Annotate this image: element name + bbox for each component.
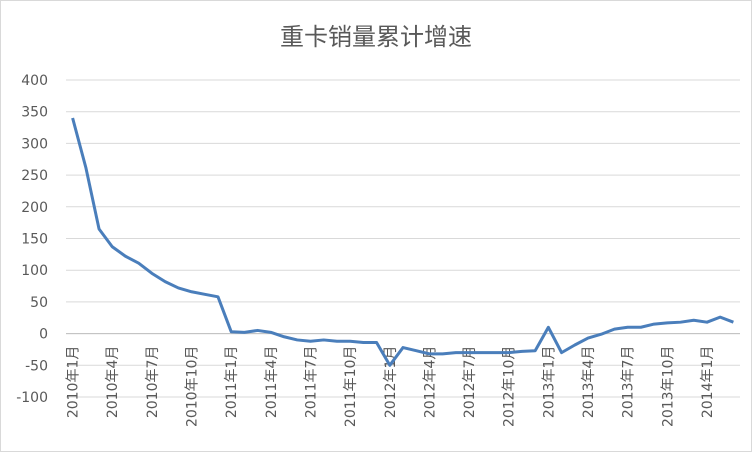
chart-title: 重卡销量累计增速 (280, 23, 472, 51)
x-tick-label: 2012年7月 (462, 346, 478, 419)
y-tick-label: 300 (21, 136, 48, 152)
y-tick-label: 150 (21, 232, 48, 248)
y-tick-label: 400 (21, 73, 48, 89)
y-tick-label: 200 (21, 200, 48, 216)
line-series (71, 117, 734, 367)
x-tick-label: 2013年4月 (581, 346, 597, 419)
x-tick-label: 2011年1月 (224, 346, 240, 419)
x-tick-label: 2013年10月 (660, 346, 676, 427)
x-tick-label: 2010年7月 (145, 346, 161, 419)
y-tick-label: 250 (21, 168, 48, 184)
x-tick-label: 2010年4月 (105, 346, 121, 419)
x-tick-label: 2010年10月 (185, 346, 201, 427)
y-tick-label: -50 (25, 358, 48, 374)
x-tick-label: 2013年1月 (541, 346, 557, 419)
x-tick-label: 2012年4月 (422, 346, 438, 419)
y-tick-label: 100 (21, 263, 48, 279)
y-tick-label: 350 (21, 105, 48, 121)
y-tick-label: 0 (39, 327, 48, 343)
x-tick-label: 2011年7月 (303, 346, 319, 419)
x-tick-label: 2010年1月 (66, 346, 82, 419)
x-tick-label: 2012年1月 (383, 346, 399, 419)
x-tick-label: 2012年10月 (502, 346, 518, 427)
y-tick-label: -100 (16, 390, 48, 406)
x-tick-label: 2014年1月 (700, 346, 716, 419)
y-tick-label: 50 (30, 295, 48, 311)
x-tick-label: 2011年4月 (264, 346, 280, 419)
x-tick-label: 2013年7月 (621, 346, 637, 419)
x-tick-label: 2011年10月 (343, 346, 359, 427)
